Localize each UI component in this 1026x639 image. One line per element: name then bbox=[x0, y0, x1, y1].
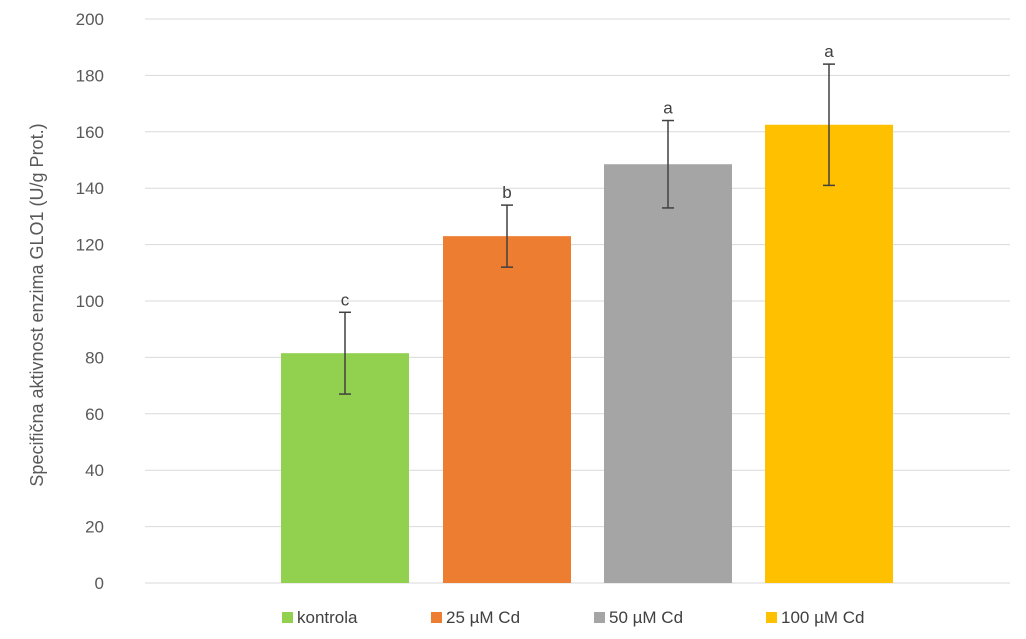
legend-swatch bbox=[431, 612, 442, 623]
significance-label: c bbox=[341, 290, 350, 309]
bar bbox=[765, 124, 893, 583]
y-tick-label: 100 bbox=[76, 292, 104, 311]
y-tick-label: 140 bbox=[76, 179, 104, 198]
legend-swatch bbox=[282, 612, 293, 623]
y-tick-label: 160 bbox=[76, 123, 104, 142]
y-tick-label: 120 bbox=[76, 236, 104, 255]
error-bars bbox=[339, 63, 835, 395]
significance-label: a bbox=[663, 99, 673, 118]
legend-swatch bbox=[594, 612, 605, 623]
legend-label: 100 µM Cd bbox=[781, 608, 865, 627]
bar bbox=[443, 236, 571, 583]
legend-label: kontrola bbox=[297, 608, 358, 627]
y-tick-labels: 0 20 40 60 80 100 120 140 160 180 200 bbox=[76, 10, 104, 593]
y-tick-label: 80 bbox=[85, 348, 104, 367]
y-tick-label: 200 bbox=[76, 10, 104, 29]
significance-label: b bbox=[502, 183, 511, 202]
y-tick-label: 40 bbox=[85, 461, 104, 480]
y-tick-label: 180 bbox=[76, 66, 104, 85]
y-tick-label: 60 bbox=[85, 405, 104, 424]
legend-label: 25 µM Cd bbox=[446, 608, 520, 627]
y-tick-label: 0 bbox=[95, 574, 104, 593]
significance-label: a bbox=[824, 42, 834, 61]
bar bbox=[604, 164, 732, 584]
y-axis-title: Specifična aktivnost enzima GLO1 (U/g Pr… bbox=[27, 123, 47, 486]
significance-labels: c b a a bbox=[341, 42, 835, 309]
legend-label: 50 µM Cd bbox=[609, 608, 683, 627]
y-tick-label: 20 bbox=[85, 518, 104, 537]
bars bbox=[281, 124, 893, 584]
legend-swatch bbox=[766, 612, 777, 623]
legend: kontrola 25 µM Cd 50 µM Cd 100 µM Cd bbox=[282, 608, 865, 627]
